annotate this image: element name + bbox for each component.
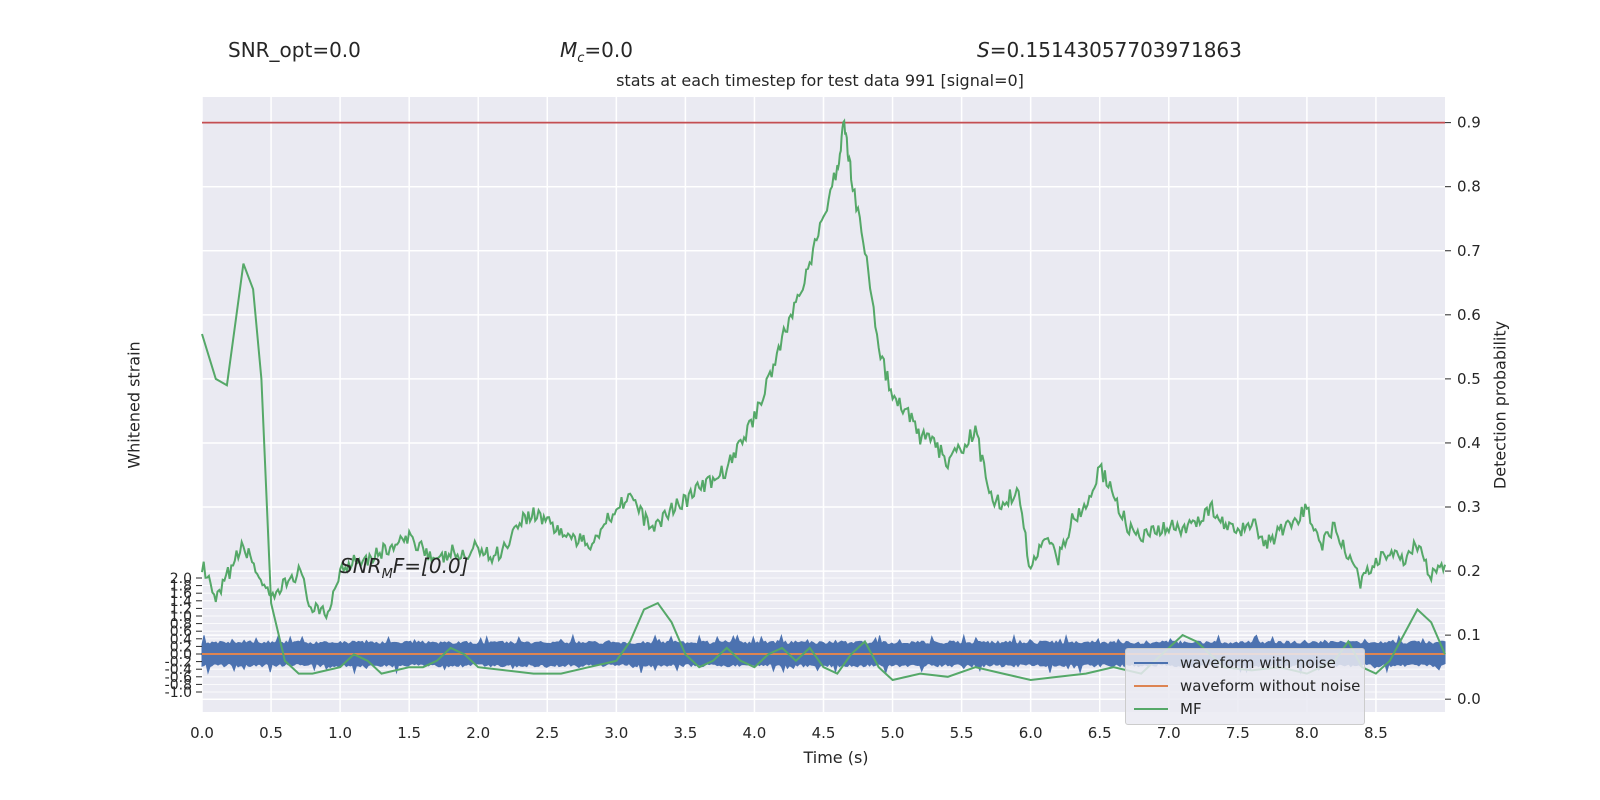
strain-tick-label: 1.6 xyxy=(170,586,192,602)
strain-tick-label: 0.8 xyxy=(170,617,192,633)
y-tick-label: 0.8 xyxy=(1457,178,1481,196)
y-tick-label: 0.4 xyxy=(1457,434,1481,452)
x-tick-label: 6.0 xyxy=(1019,724,1043,742)
legend-label-mf: MF xyxy=(1180,700,1202,718)
mc-value: =0.0 xyxy=(584,38,633,62)
snr-mf-pre: SNR xyxy=(340,554,382,578)
x-tick-label: 5.5 xyxy=(950,724,974,742)
x-tick-label: 3.5 xyxy=(673,724,697,742)
x-tick-label: 2.5 xyxy=(535,724,559,742)
detection-probability-line xyxy=(201,118,1446,621)
s-value: =0.15143057703971863 xyxy=(989,38,1242,62)
x-axis-label: Time (s) xyxy=(803,748,869,767)
x-tick-label: 2.0 xyxy=(466,724,490,742)
legend-swatch-clean xyxy=(1134,685,1168,687)
x-tick-label: 8.0 xyxy=(1295,724,1319,742)
chirp-mass-label: Mc=0.0 xyxy=(560,38,633,66)
snr-opt-label: SNR_opt=0.0 xyxy=(228,38,361,62)
legend-item-clean: waveform without noise xyxy=(1134,675,1360,697)
mc-subscript: c xyxy=(577,51,585,66)
x-tick-label: 5.0 xyxy=(881,724,905,742)
score-label: S=0.15143057703971863 xyxy=(977,38,1242,62)
y-tick-label: 0.5 xyxy=(1457,370,1481,388)
snr-mf-annotation: SNRMF=[0.0] xyxy=(340,554,468,582)
y-tick-label: 0.0 xyxy=(1457,690,1481,708)
x-tick-label: 4.0 xyxy=(743,724,767,742)
y-tick-label: 0.2 xyxy=(1457,562,1481,580)
x-tick-label: 4.5 xyxy=(812,724,836,742)
legend-item-mf: MF xyxy=(1134,698,1202,720)
strain-tick-label: -0.8 xyxy=(165,677,192,693)
strain-tick-label: 0.6 xyxy=(170,624,192,640)
x-tick-label: 6.5 xyxy=(1088,724,1112,742)
snr-mf-sub: M xyxy=(381,567,393,582)
strain-tick-label: 0.2 xyxy=(170,639,192,655)
y-tick-label: 0.6 xyxy=(1457,306,1481,324)
snr-mf-post: F=[0.0] xyxy=(392,554,469,578)
legend-label-clean: waveform without noise xyxy=(1180,677,1361,695)
legend: waveform with noise waveform without noi… xyxy=(1125,648,1365,725)
y-tick-label: 0.7 xyxy=(1457,242,1481,260)
strain-tick-label: 2.0 xyxy=(170,571,192,587)
x-tick-label: 7.5 xyxy=(1226,724,1250,742)
strain-tick-label: 1.4 xyxy=(170,594,192,610)
x-tick-label: 3.0 xyxy=(604,724,628,742)
strain-tick-label: 1.8 xyxy=(170,579,192,595)
mc-symbol: M xyxy=(560,38,578,62)
strain-tick-label: 0.4 xyxy=(170,632,192,648)
strain-tick-label: 0.0 xyxy=(170,647,192,663)
y-tick-label: 0.1 xyxy=(1457,626,1481,644)
x-tick-label: 1.5 xyxy=(397,724,421,742)
x-tick-label: 8.5 xyxy=(1364,724,1388,742)
strain-tick-label: -0.6 xyxy=(165,670,192,686)
y-tick-label: 0.3 xyxy=(1457,498,1481,516)
x-tick-label: 7.0 xyxy=(1157,724,1181,742)
chart-title: stats at each timestep for test data 991… xyxy=(616,71,1024,90)
legend-label-noisy: waveform with noise xyxy=(1180,654,1336,672)
strain-tick-label: 1.0 xyxy=(170,609,192,625)
strain-tick-label: -1.0 xyxy=(165,685,192,701)
y-tick-label: 0.9 xyxy=(1457,114,1481,132)
legend-item-noisy: waveform with noise xyxy=(1134,652,1336,674)
strain-tick-label: -0.2 xyxy=(165,655,192,671)
x-tick-label: 1.0 xyxy=(328,724,352,742)
x-tick-label: 0.5 xyxy=(259,724,283,742)
x-tick-label: 0.0 xyxy=(190,724,214,742)
legend-swatch-mf xyxy=(1134,708,1168,710)
legend-swatch-noisy xyxy=(1134,662,1168,664)
s-symbol: S xyxy=(977,38,990,62)
strain-tick-label: 1.2 xyxy=(170,601,192,617)
strain-tick-label: -0.4 xyxy=(165,662,192,678)
